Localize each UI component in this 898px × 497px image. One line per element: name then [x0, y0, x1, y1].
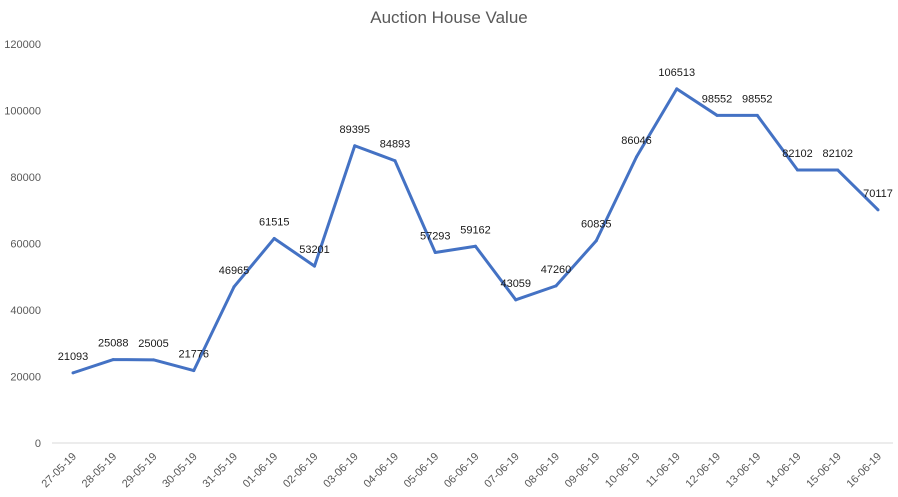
data-label: 43059 — [500, 278, 531, 290]
data-label: 60835 — [581, 219, 612, 231]
data-label: 98552 — [702, 93, 733, 105]
data-label: 106513 — [658, 67, 695, 79]
data-point — [232, 285, 236, 289]
x-tick-label: 11-06-19 — [644, 451, 683, 490]
data-point — [876, 208, 880, 212]
data-point — [675, 87, 679, 91]
x-tick-label: 15-06-19 — [804, 451, 844, 491]
data-point — [836, 168, 840, 172]
data-label: 70117 — [863, 188, 893, 200]
y-tick-label: 60000 — [10, 239, 41, 251]
data-label: 47260 — [541, 264, 572, 276]
y-tick-label: 0 — [35, 438, 41, 450]
x-tick-label: 28-05-19 — [80, 451, 120, 491]
x-tick-label: 30-05-19 — [160, 451, 200, 491]
x-tick-label: 04-06-19 — [361, 451, 401, 491]
x-tick-label: 06-06-19 — [442, 451, 482, 491]
x-tick-label: 12-06-19 — [683, 451, 723, 491]
x-tick-label: 29-05-19 — [120, 451, 160, 491]
data-point — [433, 251, 437, 255]
x-tick-label: 27-05-19 — [39, 451, 79, 491]
y-tick-label: 20000 — [10, 372, 41, 384]
data-label: 82102 — [782, 148, 813, 160]
data-point — [715, 113, 719, 117]
x-tick-label: 16-06-19 — [844, 451, 884, 491]
data-label: 21776 — [178, 349, 209, 361]
y-tick-label: 120000 — [4, 39, 41, 51]
x-tick-label: 07-06-19 — [482, 451, 522, 491]
data-label: 25088 — [98, 338, 129, 350]
data-point — [71, 371, 75, 375]
data-label: 59162 — [460, 224, 491, 236]
data-point — [554, 284, 558, 288]
chart-title: Auction House Value — [370, 8, 528, 27]
x-tick-label: 13-06-19 — [724, 451, 764, 491]
data-label: 84893 — [380, 139, 411, 151]
y-tick-label: 40000 — [10, 305, 41, 317]
data-point — [152, 358, 155, 362]
data-label: 82102 — [822, 148, 853, 160]
x-tick-label: 31-05-19 — [200, 451, 240, 491]
y-tick-label: 100000 — [4, 106, 41, 118]
data-point — [313, 264, 316, 268]
data-point — [635, 155, 638, 159]
data-label: 25005 — [138, 338, 169, 350]
data-label: 86046 — [621, 135, 652, 147]
data-point — [393, 159, 397, 163]
data-point — [514, 298, 518, 302]
data-label: 61515 — [259, 216, 290, 228]
x-tick-label: 02-06-19 — [281, 451, 321, 491]
x-tick-label: 03-06-19 — [321, 451, 361, 491]
x-tick-label: 05-06-19 — [402, 451, 442, 491]
data-label: 21093 — [58, 351, 89, 363]
data-point — [272, 236, 276, 240]
data-point — [474, 244, 477, 248]
x-tick-label: 10-06-19 — [603, 451, 643, 491]
y-tick-label: 80000 — [10, 172, 41, 184]
data-label: 57293 — [420, 231, 451, 243]
data-point — [353, 144, 357, 148]
x-tick-label: 14-06-19 — [764, 451, 804, 491]
x-tick-label: 09-06-19 — [563, 451, 603, 491]
data-point — [594, 239, 598, 243]
data-label: 98552 — [742, 93, 773, 105]
data-label: 53201 — [299, 244, 330, 256]
data-point — [796, 168, 799, 172]
data-label: 89395 — [339, 124, 370, 136]
x-tick-label: 01-06-19 — [241, 451, 281, 491]
data-label: 46965 — [219, 265, 250, 277]
data-point — [192, 369, 196, 373]
data-point — [755, 113, 759, 117]
data-point — [111, 358, 115, 362]
x-tick-label: 08-06-19 — [522, 451, 562, 491]
